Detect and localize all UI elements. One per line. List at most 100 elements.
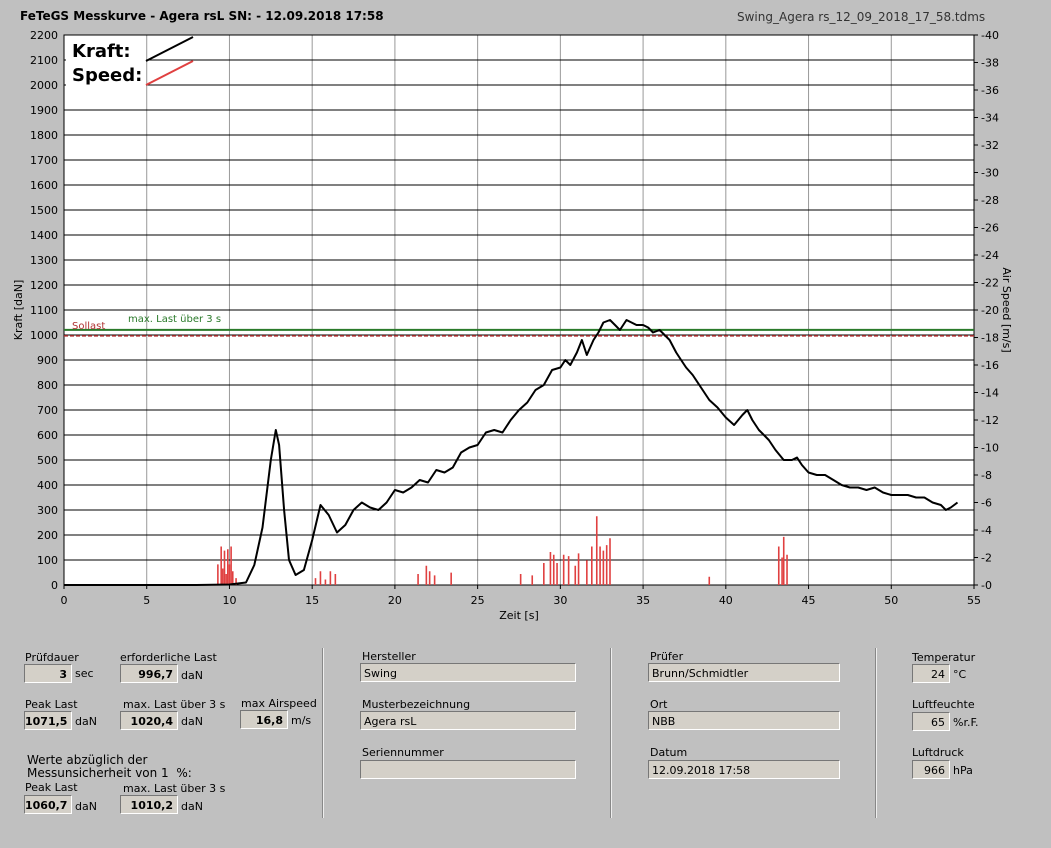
ort-label: Ort xyxy=(650,698,668,711)
temperatur-unit: °C xyxy=(953,668,967,681)
y-tick-label: 1800 xyxy=(30,129,58,142)
speed-bar xyxy=(609,538,611,585)
x-tick-label: 0 xyxy=(61,594,68,607)
y2-tick-label: -28 xyxy=(981,194,999,207)
speed-bar xyxy=(567,556,570,585)
peak-last-corr-field: 1060,7 xyxy=(24,795,72,814)
pruefer-label: Prüfer xyxy=(650,650,684,663)
peak-last-corr-unit: daN xyxy=(75,800,97,813)
kraft-series-line xyxy=(64,319,959,586)
y-tick-label: 1700 xyxy=(30,154,58,167)
temperatur-label: Temperatur xyxy=(912,651,976,664)
x-tick-label: 30 xyxy=(553,594,567,607)
y2-tick-label: -14 xyxy=(981,387,999,400)
x-tick-label: 35 xyxy=(636,594,650,607)
file-name: Swing_Agera rs_12_09_2018_17_58.tdms xyxy=(737,10,986,24)
speed-bar xyxy=(591,546,593,585)
speed-bar xyxy=(230,546,232,585)
measurement-chart: 0 5 10 15 20 25 30 35 40 45 50 55 0 100 200 300 400 500 60… xyxy=(12,29,1013,622)
y-tick-label: 1200 xyxy=(30,279,58,292)
speed-bar xyxy=(599,546,601,585)
pruefdauer-field: 3 xyxy=(24,664,72,683)
y-tick-label: 500 xyxy=(37,454,58,467)
temperatur-field: 24 xyxy=(912,664,950,683)
x-axis-label: Zeit [s] xyxy=(499,609,538,622)
y-tick-label: 1500 xyxy=(30,204,58,217)
musterbezeichnung-field: Agera rsL xyxy=(360,711,576,730)
y2-tick-label: -34 xyxy=(981,112,999,125)
separator xyxy=(322,648,324,818)
legend-kraft-swatch xyxy=(145,36,194,62)
y2-tick-label: -0 xyxy=(981,579,992,592)
max-last-corr-label: max. Last über 3 s xyxy=(123,782,226,795)
speed-bar xyxy=(227,549,229,585)
y2-tick-label: -8 xyxy=(981,469,992,482)
y-tick-label: 2100 xyxy=(30,54,58,67)
y-tick-label: 800 xyxy=(37,379,58,392)
speed-bar xyxy=(577,553,580,585)
max-airspeed-unit: m/s xyxy=(291,714,312,727)
x-tick-label: 50 xyxy=(884,594,898,607)
speed-bar xyxy=(231,571,234,585)
y-tick-label: 200 xyxy=(37,529,58,542)
speed-bar xyxy=(781,557,783,585)
hersteller-label: Hersteller xyxy=(362,650,416,663)
datum-label: Datum xyxy=(650,746,688,759)
max-last-field: 1020,4 xyxy=(120,711,178,730)
x-tick-label: 25 xyxy=(471,594,485,607)
y-tick-label: 1000 xyxy=(30,329,58,342)
y2-tick-label: -4 xyxy=(981,524,992,537)
speed-bar xyxy=(428,571,431,585)
speed-bar xyxy=(574,565,577,585)
separator xyxy=(875,648,877,818)
erforderliche-last-label: erforderliche Last xyxy=(120,651,217,664)
speed-bar xyxy=(450,572,452,585)
speed-bar xyxy=(228,564,231,585)
seriennummer-field xyxy=(360,760,576,779)
y-tick-label: 1600 xyxy=(30,179,58,192)
y2-tick-label: -16 xyxy=(981,359,999,372)
y-tick-label: 1100 xyxy=(30,304,58,317)
datum-field: 12.09.2018 17:58 xyxy=(648,760,840,779)
y-tick-label: 1400 xyxy=(30,229,58,242)
speed-bar xyxy=(223,550,226,585)
sollast-line-label: Sollast xyxy=(72,321,105,332)
speed-bar xyxy=(425,565,428,585)
x-tick-label: 15 xyxy=(305,594,319,607)
y2-tick-label: -40 xyxy=(981,29,999,42)
x-tick-label: 45 xyxy=(802,594,816,607)
y2-tick-label: -6 xyxy=(981,497,992,510)
luftfeuchte-field: 65 xyxy=(912,712,950,731)
speed-bar xyxy=(433,575,436,585)
speed-bar xyxy=(552,554,555,585)
x-tick-label: 5 xyxy=(143,594,150,607)
speed-bar xyxy=(329,571,332,585)
y-tick-label: 1900 xyxy=(30,104,58,117)
legend-box xyxy=(66,37,146,87)
y2-tick-label: -12 xyxy=(981,414,999,427)
x-tick-label: 40 xyxy=(719,594,733,607)
speed-bar xyxy=(217,564,219,585)
y2-tick-label: -30 xyxy=(981,167,999,180)
pruefer-field: Brunn/Schmidtler xyxy=(648,663,840,682)
x-tick-label: 10 xyxy=(222,594,236,607)
speed-bar xyxy=(586,560,588,585)
speed-bar xyxy=(334,574,337,585)
y2-axis-label: Air Speed [m/s] xyxy=(1000,267,1013,352)
y2-tick-label: -2 xyxy=(981,552,992,565)
speed-bar xyxy=(225,574,227,585)
max-airspeed-field: 16,8 xyxy=(240,710,288,729)
speed-bar xyxy=(556,563,558,585)
speed-bar xyxy=(319,571,322,585)
speed-bar xyxy=(562,554,565,585)
speed-bar xyxy=(324,579,327,585)
legend-kraft-label: Kraft: xyxy=(72,41,131,62)
erforderliche-last-unit: daN xyxy=(181,669,203,682)
y-tick-label: 900 xyxy=(37,354,58,367)
x-tick-label: 20 xyxy=(388,594,402,607)
window-title: FeTeGS Messkurve - Agera rsL SN: - 12.09… xyxy=(20,9,384,23)
speed-bar xyxy=(519,574,522,585)
speed-bar xyxy=(595,516,598,585)
y-axis-label: Kraft [daN] xyxy=(12,280,25,341)
peak-last-field: 1071,5 xyxy=(24,711,72,730)
